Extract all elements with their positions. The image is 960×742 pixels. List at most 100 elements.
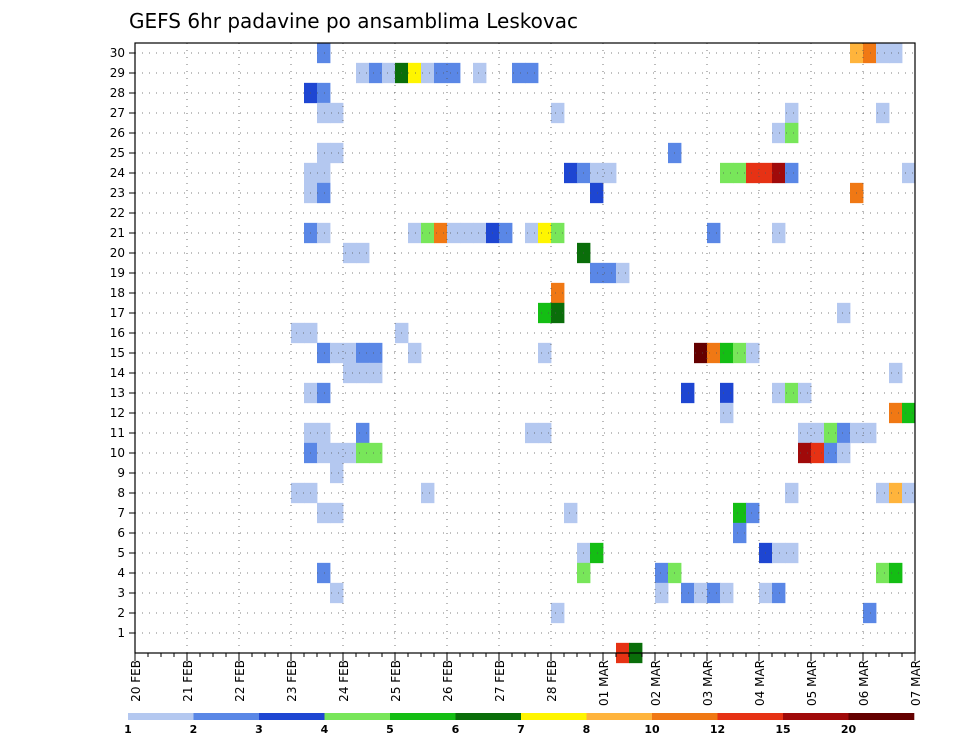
colorbar-label: 20 — [841, 723, 857, 736]
heatmap-cell — [876, 42, 890, 64]
colorbar-label: 3 — [255, 723, 263, 736]
heatmap-cell — [733, 502, 747, 524]
heatmap-cell — [356, 62, 370, 84]
y-tick-label: 21 — [110, 226, 125, 240]
x-axis: 20 FEB 21 FEB 22 FEB 23 FEB 24 FEB 25 FEB 26 F… — [129, 653, 923, 706]
y-axis: 1234567891011121314151617181920212223242… — [110, 46, 135, 640]
heatmap-cell — [408, 342, 422, 364]
heatmap-cell — [655, 562, 669, 584]
heatmap-cell — [317, 82, 331, 104]
heatmap-cell — [421, 62, 435, 84]
colorbar-legend: 1 2 3 4 5 6 7 8 10 12 15 20 — [124, 713, 915, 736]
heatmap-cell — [863, 602, 877, 624]
heatmap-cell — [317, 422, 331, 444]
heatmap-cell — [551, 222, 565, 244]
heatmap-cell — [369, 362, 383, 384]
colorbar-label: 4 — [321, 723, 329, 736]
heatmap-cell — [876, 482, 890, 504]
colorbar-label: 2 — [190, 723, 198, 736]
heatmap-cell — [772, 122, 786, 144]
heatmap-cell — [564, 502, 578, 524]
heatmap-cell — [330, 342, 344, 364]
heatmap-cell — [551, 282, 565, 304]
heatmap-cell — [863, 422, 877, 444]
y-tick-label: 25 — [110, 146, 125, 160]
heatmap-cell — [369, 62, 383, 84]
heatmap-cell — [720, 162, 734, 184]
colorbar-label: 8 — [583, 723, 591, 736]
heatmap-cell — [876, 102, 890, 124]
heatmap-cell — [681, 382, 695, 404]
heatmap-cell — [291, 482, 305, 504]
heatmap-cell — [889, 562, 903, 584]
y-tick-label: 19 — [110, 266, 125, 280]
heatmap-cell — [681, 582, 695, 604]
heatmap-cell — [902, 162, 916, 184]
heatmap-cell — [720, 582, 734, 604]
heatmap-cell — [330, 142, 344, 164]
x-tick-label: 20 FEB — [129, 660, 143, 702]
heatmap-cell — [785, 102, 799, 124]
y-tick-label: 11 — [110, 426, 125, 440]
heatmap-cell — [291, 322, 305, 344]
heatmap-cell — [551, 102, 565, 124]
heatmap-cell — [525, 62, 539, 84]
heatmap-cell — [824, 422, 838, 444]
heatmap-cell — [369, 442, 383, 464]
heatmap-cell — [746, 342, 760, 364]
heatmap-cell — [655, 582, 669, 604]
heatmap-cell — [343, 342, 357, 364]
y-tick-label: 24 — [110, 166, 125, 180]
heatmap-cell — [902, 482, 916, 504]
heatmap-cell — [824, 442, 838, 464]
heatmap-cell — [603, 262, 617, 284]
x-tick-label: 02 MAR — [649, 660, 663, 706]
heatmap-cell — [343, 242, 357, 264]
colorbar-swatch — [455, 713, 522, 720]
heatmap-cell — [317, 342, 331, 364]
heatmap-cell — [317, 142, 331, 164]
colorbar-label: 12 — [710, 723, 725, 736]
heatmap-cell — [356, 362, 370, 384]
heatmap-cell — [538, 222, 552, 244]
heatmap-cell — [876, 562, 890, 584]
heatmap-cell — [447, 222, 461, 244]
heatmap-cell — [889, 362, 903, 384]
y-tick-label: 22 — [110, 206, 125, 220]
heatmap-cell — [798, 422, 812, 444]
heatmap-cell — [746, 502, 760, 524]
colorbar-swatch — [390, 713, 456, 720]
heatmap-cell — [785, 482, 799, 504]
heatmap-cell — [720, 402, 734, 424]
y-tick-label: 12 — [110, 406, 125, 420]
heatmap-cell — [330, 442, 344, 464]
x-tick-label: 24 FEB — [337, 660, 351, 702]
colorbar-swatch — [652, 713, 718, 720]
colorbar-swatch — [521, 713, 587, 720]
y-tick-label: 15 — [110, 346, 125, 360]
heatmap-cell — [525, 422, 539, 444]
colorbar-label: 5 — [386, 723, 394, 736]
heatmap-cell — [317, 162, 331, 184]
y-tick-label: 3 — [117, 586, 125, 600]
heatmap-cell — [798, 442, 812, 464]
heatmap-cell — [785, 382, 799, 404]
heatmap-cell — [772, 222, 786, 244]
y-tick-label: 13 — [110, 386, 125, 400]
y-tick-label: 1 — [117, 626, 125, 640]
heatmap-cell — [460, 222, 474, 244]
heatmap-cell — [421, 222, 435, 244]
y-tick-label: 6 — [117, 526, 125, 540]
x-tick-label: 21 FEB — [181, 660, 195, 702]
y-tick-label: 16 — [110, 326, 125, 340]
x-tick-label: 23 FEB — [285, 660, 299, 702]
heatmap-cell — [512, 62, 526, 84]
heatmap-cell — [473, 222, 487, 244]
heatmap-cell — [902, 402, 916, 424]
y-tick-label: 23 — [110, 186, 125, 200]
heatmap-cell — [447, 62, 461, 84]
heatmap-cell — [356, 442, 370, 464]
x-tick-label: 26 FEB — [441, 660, 455, 702]
colorbar-swatch — [193, 713, 260, 720]
